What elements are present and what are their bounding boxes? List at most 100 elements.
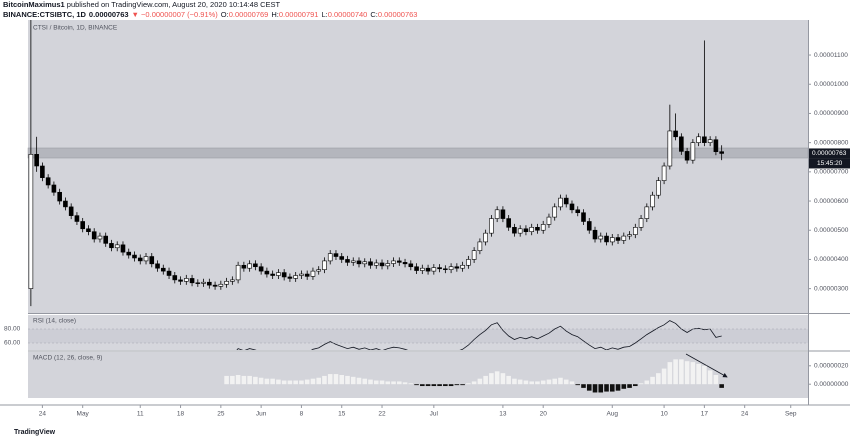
macd-bar xyxy=(621,384,627,389)
rsi-tick-label: 80.00 xyxy=(4,326,21,333)
candle-body xyxy=(362,261,368,265)
macd-bar xyxy=(350,376,356,385)
candle-body xyxy=(103,235,109,244)
candle-body xyxy=(126,251,132,256)
candle-body xyxy=(707,139,713,143)
candle-body xyxy=(333,253,339,257)
candle-body xyxy=(402,262,408,265)
y-tick-label: 0.00000700 xyxy=(814,169,849,176)
candle-body xyxy=(644,206,650,219)
symbol-line: BINANCE:CTSIBTC, 1D 0.00000763 ▼ −0.000000… xyxy=(3,10,417,19)
candle-body xyxy=(638,218,644,228)
macd-bar xyxy=(385,381,391,385)
candle-body xyxy=(247,263,252,269)
candle-body xyxy=(189,278,195,284)
ohlc-label: O: xyxy=(221,10,229,19)
ohlc-value: 0.00000763 xyxy=(378,10,418,19)
candle-body xyxy=(621,235,627,241)
candle-body xyxy=(258,266,264,272)
candle-body xyxy=(74,215,80,222)
macd-bar xyxy=(241,375,247,385)
macd-bar xyxy=(281,380,287,385)
macd-bar xyxy=(362,378,368,385)
candle-body xyxy=(483,232,488,243)
candle-body xyxy=(195,282,201,284)
macd-bar xyxy=(546,379,552,385)
macd-bar xyxy=(517,379,523,385)
candle-body xyxy=(661,165,667,181)
candle-body xyxy=(207,281,212,286)
candle-body xyxy=(420,267,425,271)
candle-body xyxy=(235,264,241,281)
y-tick-label: 0.00000400 xyxy=(814,256,849,263)
candle-body xyxy=(385,263,391,267)
candle-body xyxy=(684,151,690,161)
candle-body xyxy=(327,253,333,262)
candle-body xyxy=(241,264,247,269)
y-tick-label: 0.00000800 xyxy=(814,139,849,146)
candle-body xyxy=(166,270,172,276)
candle-body xyxy=(276,272,281,276)
candle-body xyxy=(373,262,379,266)
macd-bar xyxy=(633,384,638,387)
macd-bar xyxy=(322,375,327,385)
macd-bar xyxy=(235,375,241,385)
macd-bar xyxy=(420,384,425,387)
ohlc-label: H: xyxy=(271,10,279,19)
x-tick-label: 15 xyxy=(338,411,346,418)
x-tick-label: 13 xyxy=(499,411,507,418)
candle-body xyxy=(552,206,558,218)
candle-body xyxy=(218,283,224,287)
macd-bar xyxy=(661,368,667,385)
candle-body xyxy=(212,284,218,287)
macd-label: MACD (12, 26, close, 9) xyxy=(33,355,102,362)
candle-body xyxy=(477,241,483,251)
candle-body xyxy=(443,268,448,270)
x-tick-label: 20 xyxy=(540,411,548,418)
macd-bar xyxy=(396,381,402,385)
macd-bar xyxy=(558,377,563,385)
macd-bar xyxy=(454,384,460,386)
candle-body xyxy=(633,227,638,235)
macd-bar xyxy=(489,373,494,385)
macd-bar xyxy=(719,384,724,388)
candle-body xyxy=(230,279,235,282)
candle-body xyxy=(679,136,684,152)
macd-bar xyxy=(627,384,632,388)
published: published on TradingView.com, August 20,… xyxy=(65,0,281,9)
candle-body xyxy=(299,273,304,276)
macd-bar xyxy=(425,384,431,387)
candle-body xyxy=(86,228,91,232)
candle-body xyxy=(160,267,166,272)
rsi-tick-label: 60.00 xyxy=(4,340,21,347)
candle-body xyxy=(224,281,229,285)
y-tick-label: 0.00001000 xyxy=(814,81,849,88)
macd-bar xyxy=(356,377,362,385)
macd-bar xyxy=(276,379,281,385)
macd-bar xyxy=(586,384,592,391)
candle-body xyxy=(673,130,678,138)
macd-bar xyxy=(316,377,322,385)
candle-body xyxy=(201,281,206,284)
candle-body xyxy=(517,228,523,234)
candle-body xyxy=(425,267,431,272)
ohlc-value: 0.00000740 xyxy=(328,10,368,19)
candle-body xyxy=(132,254,137,259)
candle-body xyxy=(627,234,632,237)
candle-body xyxy=(270,273,275,276)
macd-bar xyxy=(431,384,437,387)
macd-bar xyxy=(592,384,598,393)
candle-body xyxy=(149,256,155,265)
candle-body xyxy=(293,275,298,279)
macd-bar xyxy=(581,384,586,388)
candle-body xyxy=(396,260,402,263)
candle-body xyxy=(609,237,615,243)
candle-body xyxy=(650,194,655,208)
candle-body xyxy=(494,209,500,219)
macd-bar xyxy=(379,380,385,385)
macd-bar xyxy=(494,371,500,385)
macd-bar xyxy=(713,375,719,385)
macd-bar xyxy=(327,374,333,385)
countdown-box xyxy=(809,158,850,169)
